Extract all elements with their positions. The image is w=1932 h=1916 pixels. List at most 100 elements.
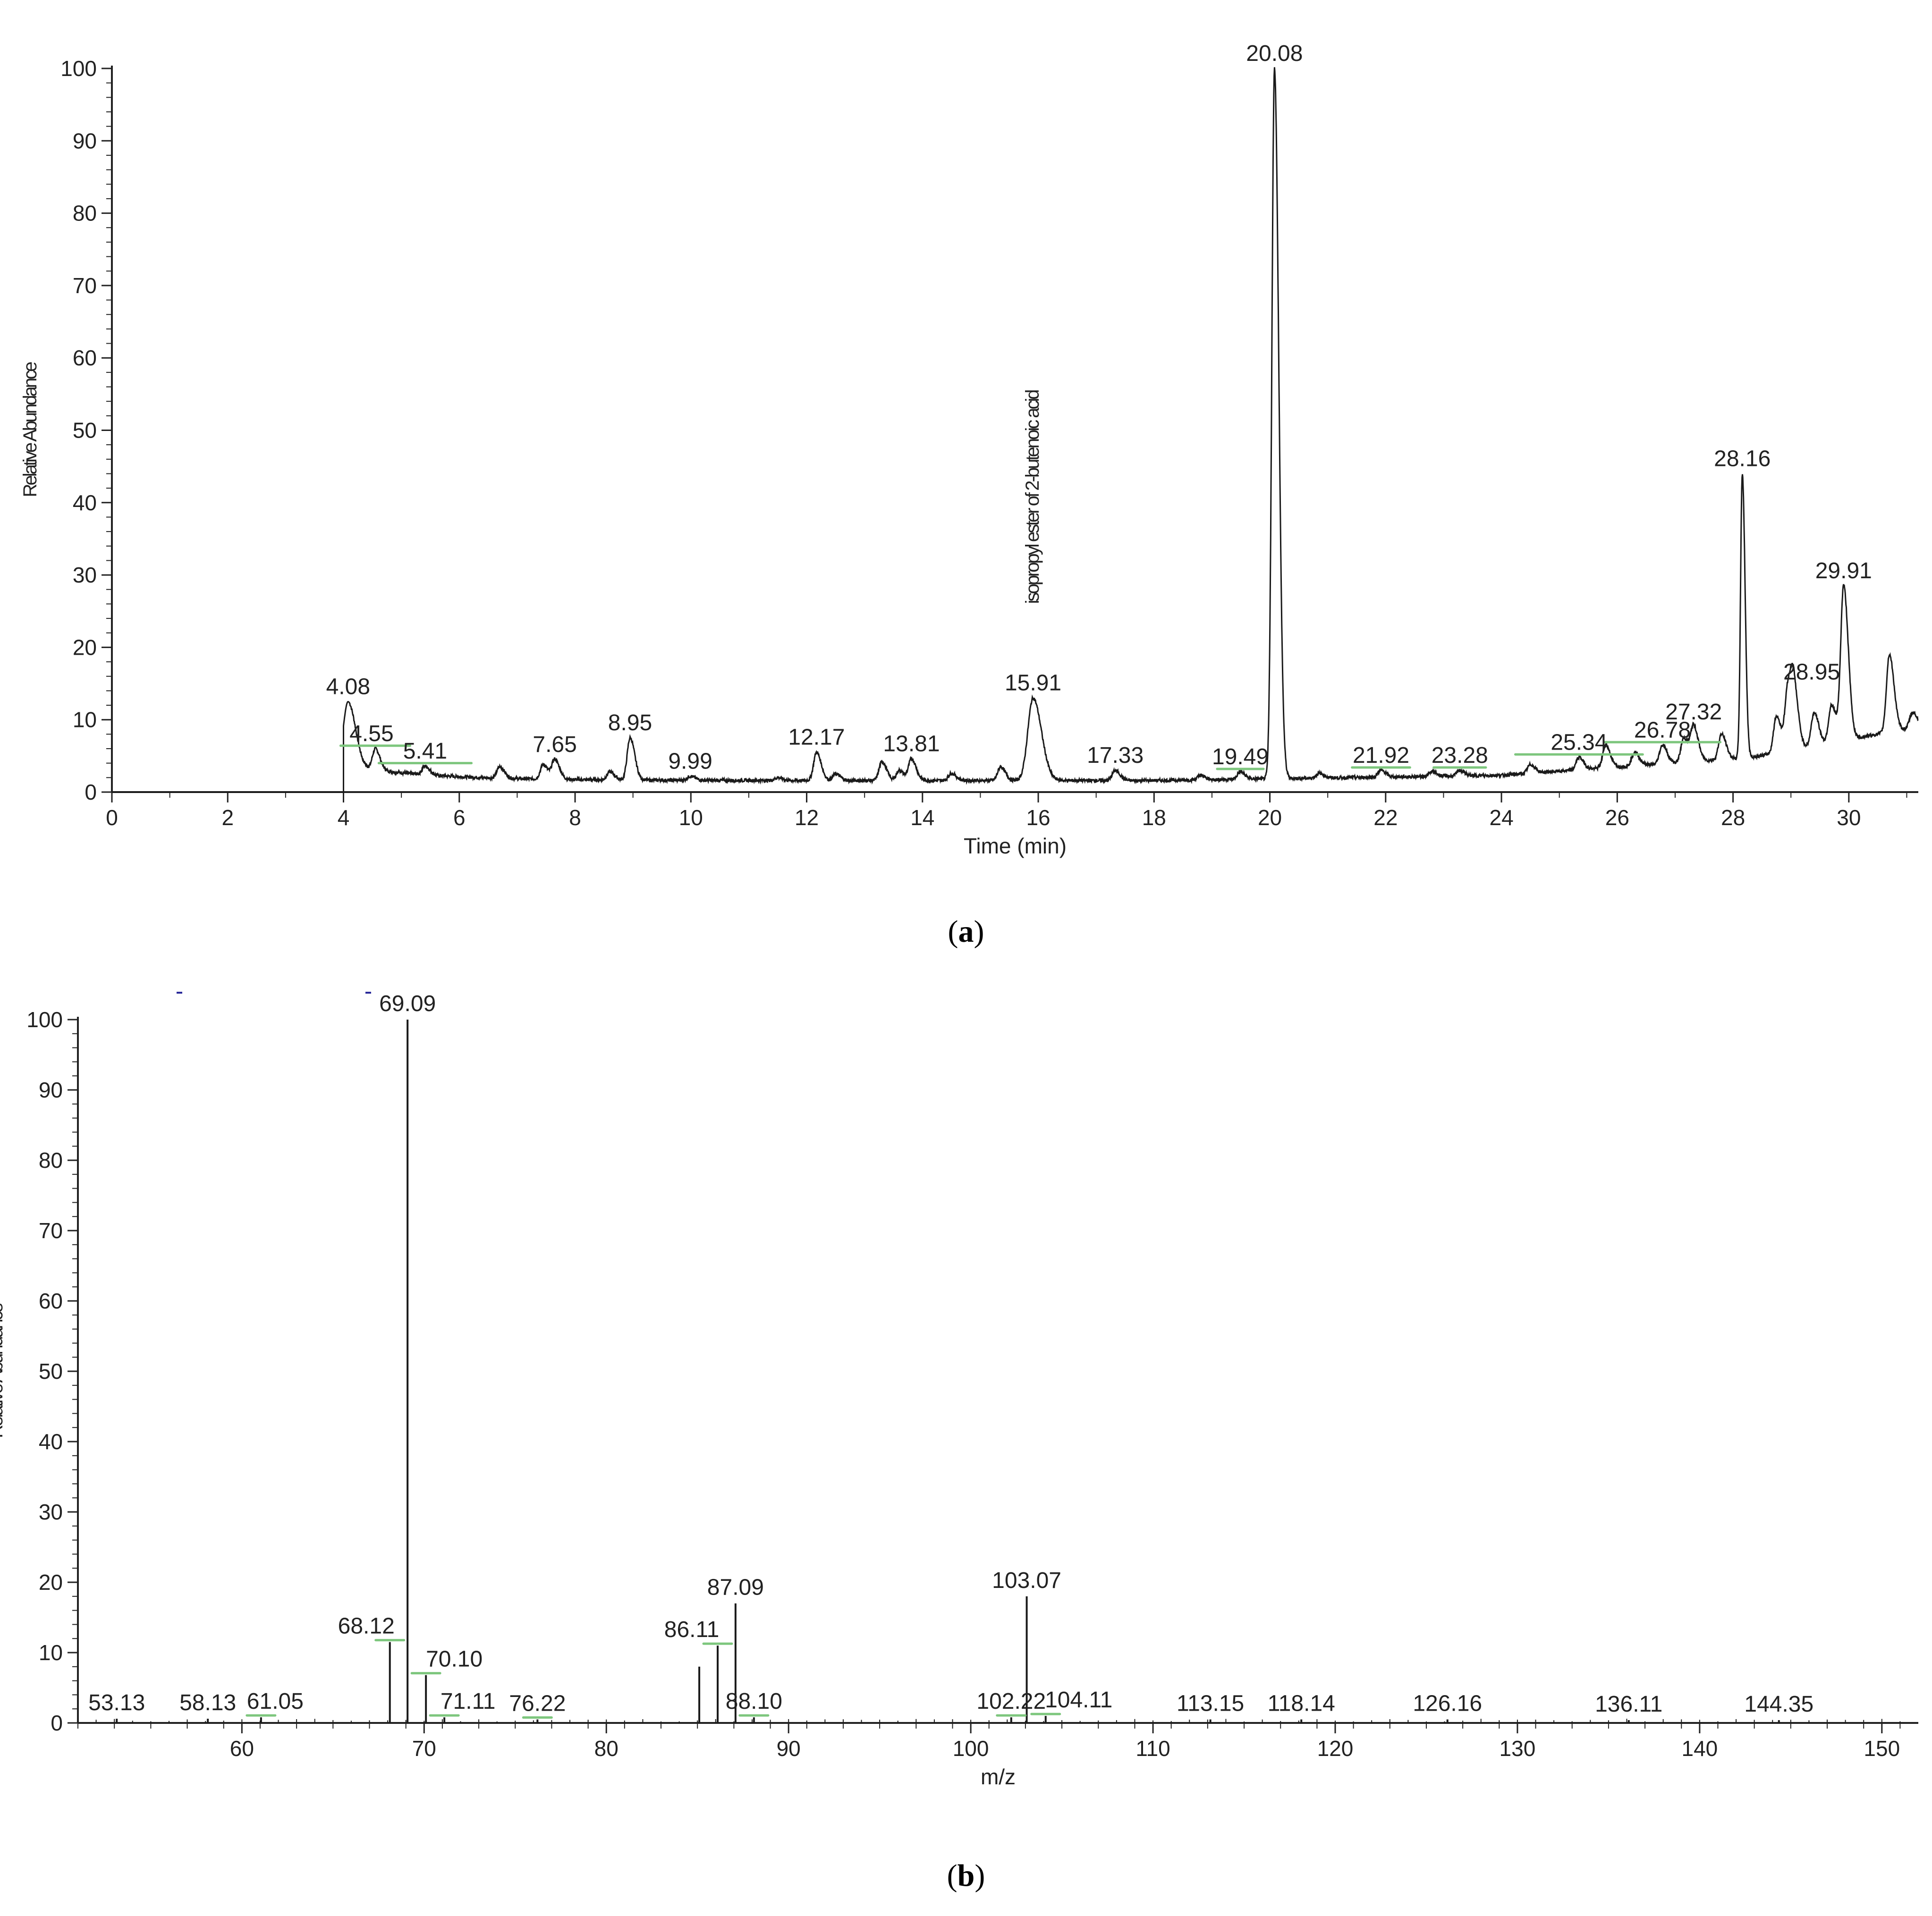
peak-label: 12.17 — [788, 725, 845, 750]
peak-label: 4.08 — [326, 674, 370, 699]
x-tick-label: 2 — [221, 805, 234, 830]
peak-label: 86.11 — [664, 1617, 720, 1642]
y-tick-label: 70 — [39, 1218, 63, 1243]
peak-label: 13.81 — [883, 731, 940, 756]
x-tick-label: 150 — [1864, 1736, 1900, 1761]
peak-label: 126.16 — [1413, 1691, 1482, 1716]
peak-label: 20.08 — [1246, 41, 1303, 66]
x-tick-label: 130 — [1500, 1736, 1536, 1761]
peak-label: 70.10 — [426, 1647, 483, 1672]
peak-label: 25.34 — [1551, 730, 1607, 755]
y-tick-label: 70 — [73, 273, 97, 298]
peak-label: 27.32 — [1665, 700, 1722, 725]
mass-spectrum-x-axis-title: m/z — [981, 1764, 1016, 1789]
y-tick-label: 90 — [39, 1078, 63, 1102]
peak-label: 88.10 — [726, 1689, 782, 1714]
y-tick-label: 80 — [73, 201, 97, 226]
chromatogram-x-axis-ticks: 0 2 4 6 8 10 12 14 16 18 20 22 24 26 28 30 — [106, 792, 1907, 830]
y-tick-label: 20 — [39, 1570, 63, 1595]
x-tick-label: 120 — [1317, 1736, 1354, 1761]
x-tick-label: 90 — [777, 1736, 801, 1761]
peak-label: 58.13 — [179, 1690, 236, 1715]
peak-label: 8.95 — [608, 710, 652, 735]
peak-label: 17.33 — [1087, 743, 1144, 768]
y-tick-label: 20 — [73, 635, 97, 659]
peak-label: 19.49 — [1212, 744, 1269, 769]
peak-label: 103.07 — [992, 1568, 1061, 1593]
x-tick-label: 28 — [1721, 805, 1745, 830]
y-tick-label: 100 — [26, 1007, 63, 1032]
peak-label: 118.14 — [1268, 1691, 1335, 1716]
x-tick-label: 10 — [679, 805, 703, 830]
peak-label: 102.22 — [976, 1689, 1046, 1714]
mass-spectrum-bars — [95, 1020, 1901, 1723]
peak-label: 23.28 — [1432, 743, 1488, 768]
x-tick-label: 6 — [453, 805, 466, 830]
panel-a-caption: (a) — [948, 914, 984, 949]
peak-label: 144.35 — [1744, 1692, 1813, 1717]
peak-label: 4.55 — [349, 721, 393, 746]
peak-label: 136.11 — [1595, 1692, 1662, 1717]
y-tick-label: 80 — [39, 1148, 63, 1173]
mass-spectrum-peak-labels: 53.13 58.13 61.05 68.12 69.09 70.10 71.11 76.22… — [88, 991, 1813, 1717]
x-tick-label: 110 — [1135, 1736, 1170, 1761]
chromatogram-x-axis-title: Time (min) — [964, 834, 1067, 858]
peak-label: 5.41 — [403, 739, 447, 764]
y-tick-label: 0 — [51, 1711, 63, 1735]
x-tick-label: 140 — [1681, 1736, 1718, 1761]
peak-label: 68.12 — [338, 1614, 395, 1639]
y-tick-label: 100 — [60, 56, 97, 81]
x-tick-label: 24 — [1489, 805, 1513, 830]
peak-label: 7.65 — [533, 732, 576, 757]
chromatogram-peak-labels: 4.08 4.55 5.41 7.65 8.95 9.99 12.17 13.81 15.91 1… — [326, 41, 1872, 774]
y-tick-label: 40 — [73, 490, 97, 515]
x-tick-label: 22 — [1373, 805, 1398, 830]
y-tick-label: 50 — [39, 1359, 63, 1384]
peak-label: 104.11 — [1045, 1688, 1112, 1713]
peak-label: 69.09 — [379, 991, 436, 1016]
mass-spectrum-peak-markers — [246, 1639, 1061, 1719]
y-tick-label: 30 — [73, 563, 97, 587]
y-tick-label: 10 — [39, 1640, 63, 1665]
peak-label: 53.13 — [88, 1690, 145, 1715]
peak-label: 15.91 — [1005, 671, 1061, 696]
peak-label: 87.09 — [707, 1575, 764, 1600]
x-tick-label: 4 — [338, 805, 350, 830]
chromatogram-trace — [112, 67, 1919, 793]
x-tick-label: 8 — [569, 805, 581, 830]
chromatogram-peak-markers — [339, 741, 1722, 770]
panel-a-letter: a — [958, 914, 974, 949]
y-tick-label: 60 — [39, 1289, 63, 1313]
mass-spectrum-panel: 0 10 20 30 40 50 60 70 80 90 100 60 70 80 90 100 110 120… — [0, 991, 1918, 1893]
peak-label: 28.95 — [1783, 660, 1840, 685]
panel-b-letter: b — [958, 1858, 975, 1893]
x-tick-label: 0 — [106, 805, 118, 830]
x-tick-label: 80 — [594, 1736, 619, 1761]
y-tick-label: 90 — [73, 128, 97, 153]
compound-annotation: isopropyl ester of 2-butenoic acid — [1022, 390, 1043, 604]
y-tick-label: 0 — [85, 780, 97, 804]
peak-label: 21.92 — [1353, 743, 1409, 768]
x-tick-label: 60 — [230, 1736, 254, 1761]
peak-label: 28.16 — [1714, 446, 1771, 471]
x-tick-label: 70 — [412, 1736, 436, 1761]
y-tick-label: 50 — [73, 418, 97, 443]
mass-spectrum-x-axis-ticks: 60 70 80 90 100 110 120 130 140 150 — [77, 1723, 1901, 1761]
peak-label: 71.11 — [441, 1689, 496, 1714]
x-tick-label: 26 — [1605, 805, 1629, 830]
panel-b-caption: (b) — [947, 1858, 985, 1893]
peak-label: 113.15 — [1177, 1691, 1244, 1716]
chromatogram-y-axis-title: Relative Abundance — [20, 362, 41, 498]
x-tick-label: 30 — [1837, 805, 1861, 830]
y-tick-label: 40 — [39, 1429, 63, 1454]
y-tick-label: 60 — [73, 346, 97, 370]
peak-label: 76.22 — [509, 1691, 566, 1716]
y-tick-label: 30 — [39, 1500, 63, 1524]
x-tick-label: 100 — [953, 1736, 989, 1761]
mass-spectrum-y-axis-title: Relative Abundance — [0, 1303, 7, 1438]
peak-label: 61.05 — [247, 1689, 304, 1714]
x-tick-label: 12 — [795, 805, 819, 830]
